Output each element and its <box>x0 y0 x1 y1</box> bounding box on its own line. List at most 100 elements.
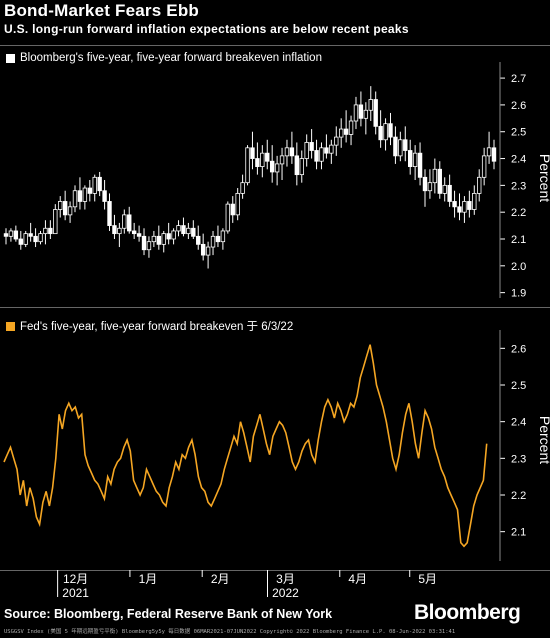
candle <box>363 102 369 135</box>
candle-body <box>269 160 275 173</box>
candle <box>87 180 92 202</box>
candle-body <box>171 230 176 240</box>
candle-body <box>294 155 300 176</box>
candle <box>97 171 102 197</box>
candle-body <box>166 233 171 240</box>
x-tick-label: 2月 <box>211 572 230 586</box>
candle <box>92 174 97 202</box>
candle-body <box>72 190 78 208</box>
candle <box>457 193 462 221</box>
candle <box>33 228 38 248</box>
candle <box>427 169 433 199</box>
candle <box>141 228 147 256</box>
candle-body <box>447 184 452 202</box>
candle-body <box>48 227 53 235</box>
candle <box>210 230 216 256</box>
candle <box>294 142 300 186</box>
candle <box>398 131 403 162</box>
candle <box>452 190 457 218</box>
candle <box>8 228 14 242</box>
candle <box>220 228 226 250</box>
candle <box>62 190 68 221</box>
candle <box>408 139 413 175</box>
candle <box>131 222 137 239</box>
candle-body <box>284 147 290 157</box>
candle-body <box>200 243 206 256</box>
candle-body <box>255 158 260 167</box>
candle-body <box>373 99 378 127</box>
candle <box>186 222 191 239</box>
candle <box>72 185 78 213</box>
candle <box>122 209 127 234</box>
candle <box>467 190 472 218</box>
legend-bloomberg: Bloomberg's five-year, five-year forward… <box>6 52 322 64</box>
candle <box>230 196 235 223</box>
candle-body <box>329 144 334 154</box>
candle-body <box>481 155 487 178</box>
candle <box>112 214 117 239</box>
candle <box>53 204 58 235</box>
candle-body <box>146 241 152 251</box>
candle-body <box>452 201 457 208</box>
candle-body <box>240 182 245 194</box>
candle-body <box>102 190 107 202</box>
x-axis: 12月 1月 2月 3月 4月 5月 2021 2022 <box>57 570 437 600</box>
candle-body <box>8 230 14 237</box>
candle-body <box>477 176 482 194</box>
candle <box>181 217 186 237</box>
candle-body <box>58 201 63 210</box>
candle-body <box>28 233 33 237</box>
candle <box>136 225 142 242</box>
candle <box>196 225 201 250</box>
candle <box>107 193 112 231</box>
x-tick-label: 4月 <box>348 572 367 586</box>
candle-body <box>191 227 196 237</box>
candle <box>334 126 339 156</box>
candle-body <box>279 155 285 165</box>
candle-body <box>260 152 265 167</box>
candle <box>82 185 88 210</box>
legend-swatch-white <box>6 53 15 63</box>
bottom-y-tick-label: 2.4 <box>511 417 526 429</box>
x-year-label: 2021 <box>62 586 89 600</box>
candle <box>102 180 107 210</box>
candle-body <box>442 184 447 194</box>
candle <box>432 158 438 194</box>
candle <box>383 118 388 151</box>
candle-body <box>235 193 240 216</box>
candle <box>422 169 428 207</box>
candle <box>260 145 265 178</box>
chart-subtitle: U.S. long-run forward inflation expectat… <box>4 22 409 36</box>
candle <box>481 147 487 186</box>
candle-body <box>136 233 142 237</box>
candle-body <box>363 109 369 119</box>
top-y-tick-label: 2.7 <box>511 73 526 85</box>
candle <box>166 222 171 245</box>
candle <box>299 150 304 183</box>
candle <box>245 145 250 186</box>
candle-body <box>141 235 147 251</box>
candle <box>255 142 260 175</box>
top-y-tick-label: 2.0 <box>511 261 526 273</box>
bottom-y-tick-label: 2.3 <box>511 453 526 465</box>
candle <box>309 129 314 159</box>
candle-body <box>176 225 181 232</box>
x-tick-label: 1月 <box>139 572 158 586</box>
candle-body <box>338 128 344 138</box>
candle <box>117 222 122 248</box>
candle <box>146 236 152 258</box>
top-y-tick-label: 2.1 <box>511 234 526 246</box>
candle <box>437 161 442 199</box>
candle-body <box>112 225 117 235</box>
candle-body <box>122 214 127 229</box>
top-y-tick-label: 2.5 <box>511 127 526 139</box>
candle-body <box>196 235 201 245</box>
candle-body <box>403 139 408 151</box>
candle <box>215 225 221 248</box>
candlestick-series <box>3 86 497 269</box>
candle <box>343 110 349 143</box>
fineprint: USGGSV Index (美国 5 年期远期盈亏平衡) Bloomberg5y… <box>4 629 456 635</box>
source-note: Source: Bloomberg, Federal Reserve Bank … <box>4 607 333 621</box>
candle-body <box>220 230 226 243</box>
candle <box>417 142 423 186</box>
